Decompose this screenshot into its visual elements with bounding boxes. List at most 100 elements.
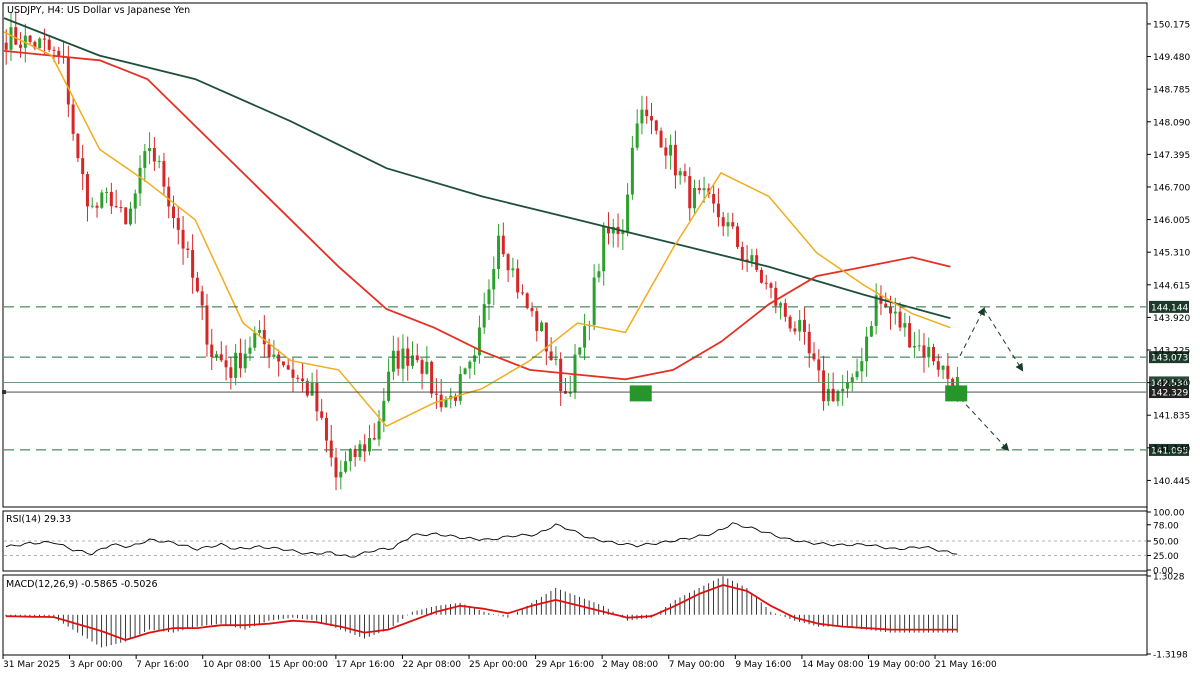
candle-body — [229, 367, 233, 378]
rsi-line — [5, 522, 958, 558]
candle-body — [286, 365, 290, 370]
candle-body — [76, 133, 80, 159]
candle-body — [71, 104, 75, 134]
candle-body — [583, 326, 587, 348]
candle-body — [831, 388, 835, 402]
candle-body — [597, 271, 601, 278]
price-tick-label: 148.090 — [1153, 118, 1190, 128]
candle-body — [659, 130, 663, 148]
candle-body — [324, 417, 328, 441]
price-tick-label: 143.920 — [1153, 314, 1190, 324]
candle-body — [626, 194, 630, 232]
candle-body — [396, 350, 400, 369]
candle-body — [109, 191, 113, 207]
candle-body — [234, 352, 238, 378]
candle-body — [90, 205, 94, 207]
level-price-box — [1149, 351, 1189, 364]
candle-body — [822, 370, 826, 402]
candle-body — [315, 382, 319, 412]
candle-body — [482, 304, 486, 328]
candle-body — [420, 360, 424, 374]
candle-body — [391, 350, 395, 372]
candle-body — [540, 322, 544, 331]
candle-body — [401, 348, 405, 369]
time-tick-label: 2 May 08:00 — [602, 660, 658, 670]
candle-body — [817, 359, 821, 371]
candle-body — [162, 161, 166, 187]
candle-body — [138, 167, 142, 194]
candle-body — [807, 331, 811, 354]
candle-body — [444, 399, 448, 408]
level-price-box — [1149, 300, 1189, 313]
candle-body — [525, 293, 529, 309]
candle-body — [344, 461, 348, 472]
macd-tick-label: -1.3198 — [1153, 651, 1188, 661]
candle-body — [434, 393, 438, 395]
candle-body — [573, 354, 577, 393]
candle-body — [932, 346, 936, 362]
ma-mid-line — [3, 50, 951, 381]
price-tick-label: 144.615 — [1153, 281, 1190, 291]
candle-body — [262, 329, 266, 345]
candle-body — [272, 354, 276, 357]
candle-body — [105, 191, 109, 193]
candle-body — [520, 292, 524, 294]
candle-body — [645, 109, 649, 117]
candle-body — [200, 291, 204, 306]
candle-body — [554, 358, 558, 361]
ma-fast-line — [3, 31, 951, 428]
candle-body — [473, 355, 477, 362]
macd-title: MACD(12,26,9) -0.5865 -0.5026 — [6, 579, 158, 590]
candle-body — [669, 144, 673, 156]
candle-body — [884, 303, 888, 308]
candle-body — [100, 192, 104, 208]
candle-body — [841, 388, 845, 392]
candle-body — [860, 361, 864, 372]
price-tick-label: 140.445 — [1153, 477, 1190, 487]
candle-body — [19, 44, 23, 48]
candle-body — [210, 344, 214, 358]
candle-body — [81, 158, 85, 175]
rsi-tick-label: 0.00 — [1153, 567, 1173, 577]
rsi-tick-label: 50.00 — [1153, 538, 1179, 548]
candle-body — [243, 353, 247, 369]
candle-body — [415, 355, 419, 361]
time-tick-label: 7 Apr 16:00 — [136, 660, 189, 670]
candle-body — [611, 226, 615, 234]
candle-body — [535, 311, 539, 331]
candle-body — [281, 361, 285, 366]
candle-body — [721, 217, 725, 227]
candle-body — [578, 347, 582, 355]
candle-body — [215, 354, 219, 358]
level-price-box — [1149, 443, 1189, 456]
candle-body — [4, 42, 8, 50]
candle-body — [927, 346, 931, 358]
candle-body — [310, 382, 314, 396]
candle-body — [726, 222, 730, 227]
candle-body — [501, 235, 505, 255]
time-tick-label: 17 Apr 16:00 — [336, 660, 395, 670]
candle-body — [143, 151, 147, 168]
candle-body — [148, 148, 152, 152]
candle-body — [195, 277, 199, 292]
candle-body — [277, 354, 281, 362]
price-tick-label: 143.225 — [1153, 347, 1190, 357]
candle-body — [745, 259, 749, 262]
candle-body — [258, 329, 262, 333]
candle-body — [33, 41, 37, 49]
price-tick-label: 148.785 — [1153, 86, 1190, 96]
candle-body — [788, 316, 792, 329]
candle-body — [783, 303, 787, 317]
candle-body — [205, 305, 209, 345]
candle-body — [253, 332, 257, 348]
candle-body — [712, 194, 716, 204]
candle-body — [592, 277, 596, 325]
candle-body — [606, 226, 610, 234]
candle-body — [477, 327, 481, 356]
candle-body — [898, 311, 902, 328]
ma-slow-line — [3, 17, 951, 320]
candle-body — [869, 326, 873, 337]
current-price-box — [1149, 376, 1189, 389]
candle-body — [363, 444, 367, 452]
